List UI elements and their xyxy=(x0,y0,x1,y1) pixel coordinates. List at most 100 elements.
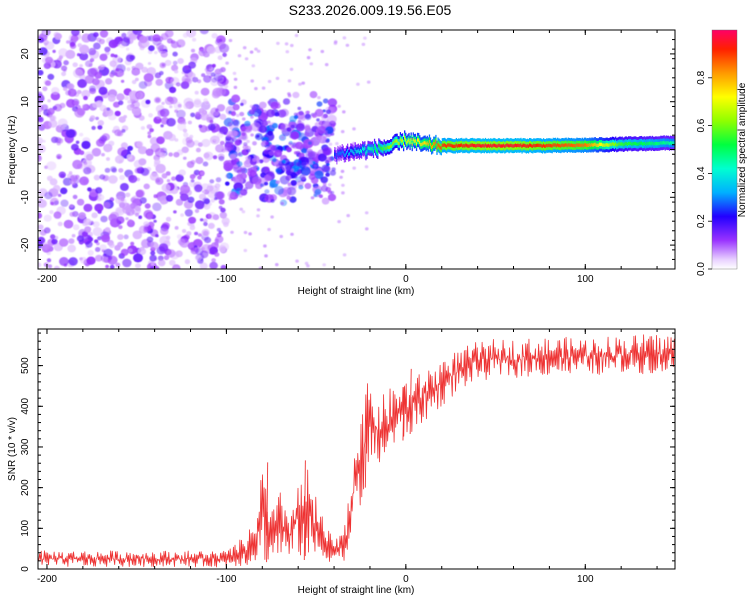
noise-blob xyxy=(286,195,292,200)
noise-blob xyxy=(97,236,102,241)
ridge-segment xyxy=(404,135,406,140)
noise-blob xyxy=(114,129,122,137)
noise-blob xyxy=(295,123,305,132)
noise-blob xyxy=(38,69,44,76)
ridge-segment xyxy=(468,144,470,148)
noise-blob xyxy=(154,51,158,55)
colorbar-label: Normalized spectral amplitude xyxy=(737,82,748,217)
noise-blob xyxy=(198,124,203,129)
noise-blob xyxy=(271,122,278,129)
noise-blob xyxy=(41,241,51,251)
noise-blob xyxy=(109,60,117,67)
ridge-segment xyxy=(631,142,633,146)
noise-blob xyxy=(165,216,172,222)
noise-blob xyxy=(79,150,85,155)
ridge-segment xyxy=(493,143,495,147)
y-tick-label: 100 xyxy=(20,520,31,537)
noise-blob xyxy=(75,140,80,144)
noise-blob xyxy=(243,142,248,147)
ridge-segment xyxy=(650,142,652,146)
ridge-segment xyxy=(458,144,461,148)
noise-blob xyxy=(114,155,125,164)
noise-blob xyxy=(97,193,102,197)
noise-blob xyxy=(128,219,133,224)
noise-blob xyxy=(184,259,191,265)
noise-blob xyxy=(186,30,197,38)
noise-blob xyxy=(214,68,222,75)
noise-blob xyxy=(48,119,58,128)
noise-blob xyxy=(244,120,251,127)
noise-blob xyxy=(214,252,220,257)
ridge-segment xyxy=(592,143,594,147)
noise-blob xyxy=(104,167,111,173)
noise-blob xyxy=(318,120,324,126)
noise-blob xyxy=(321,164,330,173)
ridge-segment xyxy=(604,143,606,147)
ridge-segment xyxy=(519,143,521,148)
noise-blob xyxy=(248,232,252,236)
noise-blob xyxy=(139,45,145,51)
noise-blob xyxy=(345,43,350,47)
ridge-segment xyxy=(607,143,609,147)
noise-blob xyxy=(206,45,216,55)
noise-blob xyxy=(250,115,254,119)
noise-blob xyxy=(161,173,168,179)
noise-blob xyxy=(188,61,197,69)
noise-blob xyxy=(304,261,309,265)
noise-blob xyxy=(83,218,92,226)
ridge-segment xyxy=(499,144,502,148)
noise-blob xyxy=(227,190,236,198)
noise-blob xyxy=(264,254,268,258)
noise-blob xyxy=(310,196,315,200)
noise-blob xyxy=(150,250,156,256)
noise-blob xyxy=(202,218,208,223)
noise-blob xyxy=(47,99,51,103)
ridge-segment xyxy=(453,144,455,149)
snr-spike xyxy=(303,460,306,561)
ridge-segment xyxy=(524,143,526,148)
noise-blob xyxy=(207,212,217,220)
noise-blob xyxy=(76,235,85,242)
noise-blob xyxy=(215,108,219,112)
noise-blob xyxy=(44,41,55,50)
noise-blob xyxy=(313,113,318,118)
noise-blob xyxy=(331,167,336,172)
noise-blob xyxy=(254,164,258,169)
noise-blob xyxy=(234,140,241,146)
noise-blob xyxy=(308,48,312,52)
ridge-segment xyxy=(378,143,380,148)
colorbar-tick-label: 0.4 xyxy=(696,166,707,180)
ridge-segment xyxy=(623,142,625,147)
ridge-segment xyxy=(660,141,662,145)
noise-blob xyxy=(116,216,125,224)
noise-blob xyxy=(58,171,66,179)
ridge-segment xyxy=(345,151,348,155)
noise-blob xyxy=(47,264,53,269)
ridge-segment xyxy=(423,141,425,145)
noise-blob xyxy=(242,144,249,150)
ridge-segment xyxy=(658,141,660,146)
ridge-segment xyxy=(556,143,559,147)
noise-blob xyxy=(59,238,69,247)
noise-blob xyxy=(108,39,118,49)
noise-blob xyxy=(333,41,338,46)
snr-spike xyxy=(402,387,405,441)
noise-blob xyxy=(286,127,292,132)
noise-blob xyxy=(363,36,367,40)
ridge-segment xyxy=(648,141,650,146)
noise-blob xyxy=(279,175,290,185)
noise-blob xyxy=(203,75,212,83)
noise-blob xyxy=(304,131,310,137)
ridge-segment xyxy=(574,143,576,148)
noise-blob xyxy=(160,124,164,128)
noise-blob xyxy=(108,213,118,222)
noise-blob xyxy=(218,205,223,210)
noise-blob xyxy=(342,253,347,257)
ridge-segment xyxy=(429,142,432,147)
ridge-segment xyxy=(668,141,671,146)
x-tick-label: -100 xyxy=(216,574,236,585)
noise-blob xyxy=(76,198,85,206)
noise-blob xyxy=(306,129,311,133)
noise-blob xyxy=(93,174,101,181)
colorbar-gradient xyxy=(712,30,737,269)
